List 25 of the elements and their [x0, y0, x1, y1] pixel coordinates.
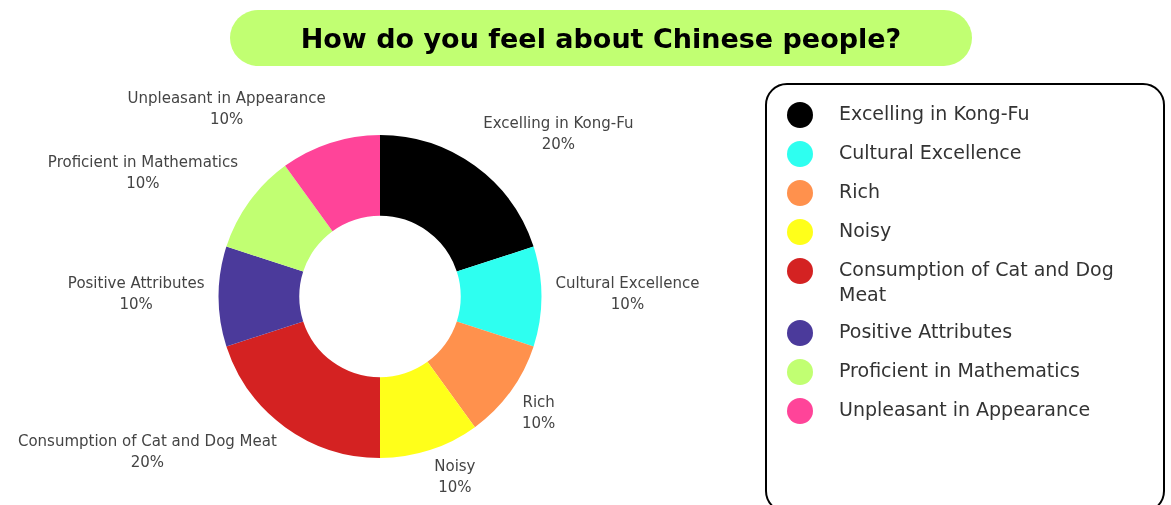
slice-label: Proficient in Mathematics [47, 152, 239, 171]
legend-label: Noisy [839, 218, 892, 243]
data-label: 10% [209, 109, 244, 128]
legend-label: Cultural Excellence [839, 140, 1022, 165]
legend-label: Positive Attributes [839, 319, 1013, 344]
slice-label: Excelling in Kong-Fu [483, 113, 634, 132]
chart-title: How do you feel about Chinese people? [230, 10, 972, 66]
data-label: 10% [521, 414, 556, 433]
legend-label: Consumption of Cat and Dog Meat [839, 257, 1115, 307]
data-label: 10% [126, 173, 160, 192]
legend-label: Rich [839, 179, 880, 204]
slice-label: Unpleasant in Appearance [127, 88, 326, 107]
data-label: 10% [610, 294, 645, 313]
slice-label: Consumption of Cat and Dog Meat [17, 431, 277, 450]
data-label: 10% [438, 477, 472, 496]
slice-label: Positive Attributes [67, 273, 205, 292]
legend-label: Proficient in Mathematics [839, 358, 1080, 383]
legend-label: Unpleasant in Appearance [839, 397, 1091, 422]
data-label: 10% [119, 294, 153, 313]
slice-label: Noisy [434, 456, 476, 475]
data-label: 20% [541, 134, 575, 153]
slice-label: Cultural Excellence [555, 273, 700, 292]
data-label: 20% [130, 452, 165, 471]
slice-label: Rich [522, 393, 555, 412]
legend-label: Excelling in Kong-Fu [839, 101, 1030, 126]
